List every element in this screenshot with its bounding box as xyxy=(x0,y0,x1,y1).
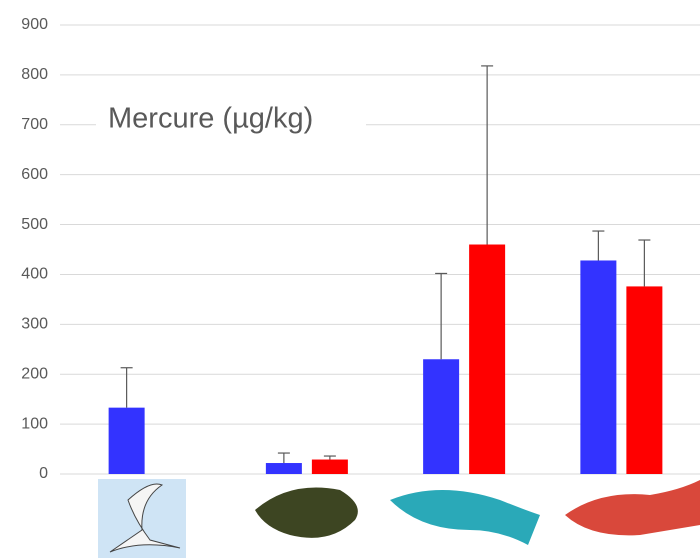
fish-shape xyxy=(255,487,358,538)
fish-shape xyxy=(565,480,700,536)
grid-layer: 0 100 200 300 400 500 600 700 800 900 xyxy=(21,16,700,482)
bird-shape xyxy=(109,483,181,553)
error-bar xyxy=(481,65,494,245)
y-tick-label: 0 xyxy=(39,465,48,482)
error-bar xyxy=(638,239,651,287)
y-tick-label: 800 xyxy=(21,66,48,83)
error-bar xyxy=(120,367,133,408)
error-bar xyxy=(277,452,290,464)
annotation-background xyxy=(96,96,366,144)
y-tick-label: 100 xyxy=(21,415,48,432)
error-bar xyxy=(435,272,448,360)
y-tick-label: 300 xyxy=(21,316,48,333)
category-pictures xyxy=(98,479,700,558)
y-tick-label: 900 xyxy=(21,16,48,33)
bar xyxy=(580,260,617,474)
bar xyxy=(265,463,302,474)
y-tick-label: 200 xyxy=(21,365,48,382)
y-tick-label: 600 xyxy=(21,166,48,183)
annotation: Mercure (µg/kg) xyxy=(108,103,313,135)
y-tick-label: 400 xyxy=(21,266,48,283)
error-bar xyxy=(592,230,605,261)
y-tick-label: 700 xyxy=(21,116,48,133)
fish-shape xyxy=(390,490,540,545)
y-tick-label: 500 xyxy=(21,216,48,233)
bar xyxy=(108,407,145,474)
bar xyxy=(626,286,663,474)
bar-layer xyxy=(108,65,663,474)
bar xyxy=(423,359,460,474)
bar xyxy=(469,244,506,474)
bar xyxy=(311,459,348,474)
error-bar xyxy=(323,455,336,460)
